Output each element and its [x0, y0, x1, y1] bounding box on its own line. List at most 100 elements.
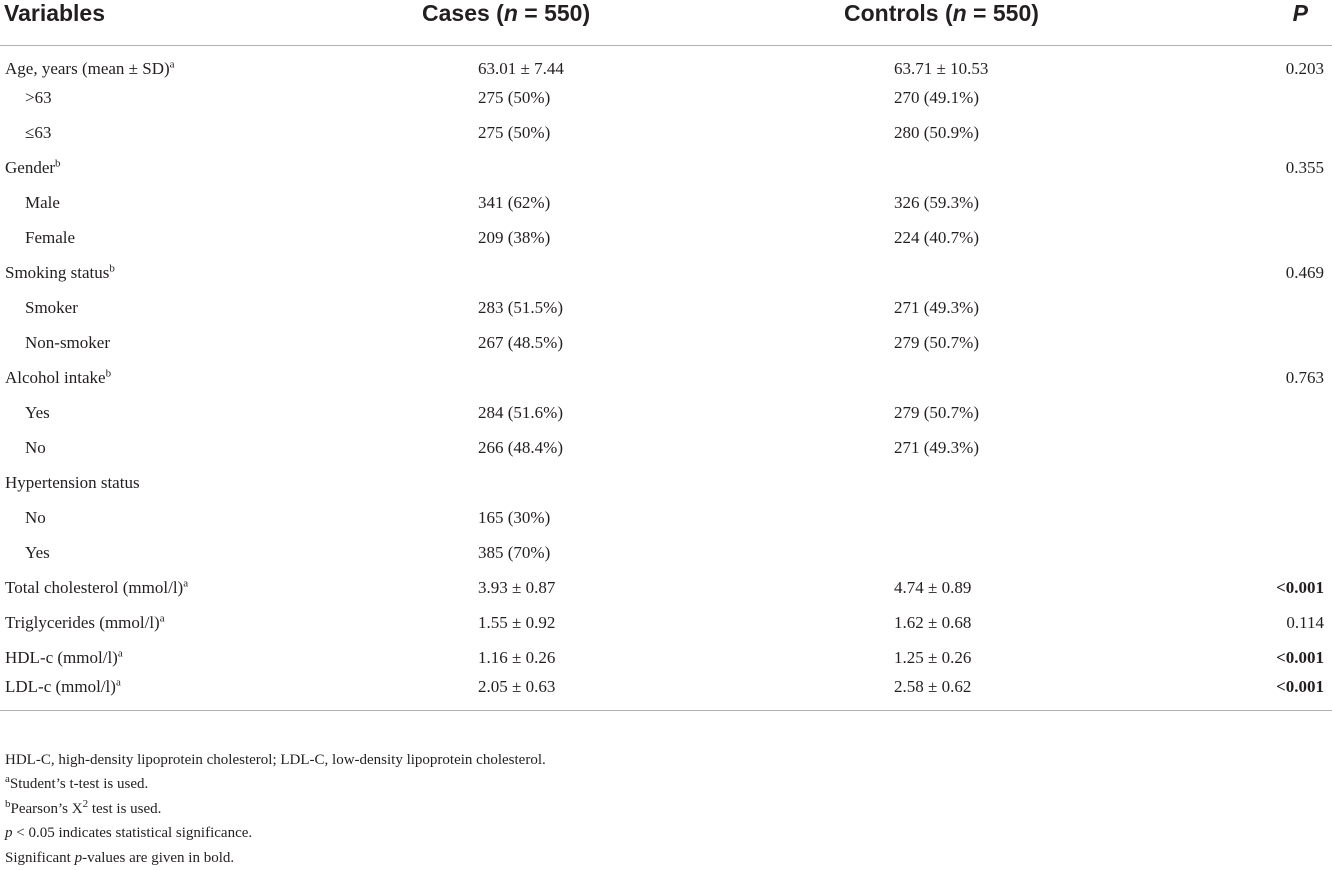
cell-cases: 3.93 ± 0.87 [478, 578, 556, 597]
footnote-marker: a [183, 577, 189, 590]
table-row: Triglycerides (mmol/l)a 1.55 ± 0.92 1.62 ±… [0, 606, 1332, 641]
footnote-marker: a [159, 612, 165, 625]
row-label: Alcohol intakeb [5, 367, 112, 387]
header-cases: Cases (n = 550) [422, 0, 591, 26]
cell-controls [670, 536, 1210, 571]
cell-p-value [1210, 396, 1332, 431]
cell-p-value: 0.114 [1286, 613, 1324, 632]
cell-p-value [1210, 466, 1332, 501]
cell-controls [670, 151, 1210, 186]
footnote-marker: a [169, 58, 175, 71]
cell-cases: 2.05 ± 0.63 [478, 676, 556, 696]
cell-cases: 341 (62%) [478, 193, 551, 212]
row-label: Smoker [25, 298, 78, 317]
row-label: Smoking statusb [5, 262, 115, 282]
table-row: No 266 (48.4%) 271 (49.3%) [0, 431, 1332, 466]
cell-cases [390, 256, 670, 291]
table-header: Variables Cases (n = 550) Controls (n = … [0, 0, 1332, 46]
table-row: Non-smoker 267 (48.5%) 279 (50.7%) [0, 326, 1332, 361]
cell-controls [670, 466, 1210, 501]
footnote-marker: a [115, 676, 121, 689]
cell-cases: 209 (38%) [478, 228, 551, 247]
table-row: Female 209 (38%) 224 (40.7%) [0, 221, 1332, 256]
cell-controls [670, 256, 1210, 291]
row-label: No [25, 508, 46, 527]
cell-controls: 1.25 ± 0.26 [894, 648, 972, 667]
footnote-bold-note: Significant p-values are given in bold. [5, 849, 235, 866]
row-label: Total cholesterol (mmol/l)a [5, 577, 189, 597]
footnote-abbreviations: HDL-C, high-density lipoprotein choleste… [5, 752, 546, 768]
cell-cases: 266 (48.4%) [478, 438, 563, 457]
cell-p-value [1210, 81, 1332, 116]
table-row: HDL-c (mmol/l)a 1.16 ± 0.26 1.25 ± 0.26 <0.… [0, 641, 1332, 676]
table-row: Smoker 283 (51.5%) 271 (49.3%) [0, 291, 1332, 326]
cell-p-value [1210, 536, 1332, 571]
cell-p-value: 0.355 [1285, 158, 1324, 177]
cell-p-value [1210, 326, 1332, 361]
row-label: Non-smoker [25, 333, 110, 352]
row-label: Female [25, 228, 76, 247]
data-table: Variables Cases (n = 550) Controls (n = … [0, 0, 1332, 711]
cell-controls: 271 (49.3%) [894, 438, 979, 457]
cell-cases: 284 (51.6%) [478, 403, 563, 422]
table-row: ≤63 275 (50%) 280 (50.9%) [0, 116, 1332, 151]
row-label: Age, years (mean ± SD)a [5, 58, 175, 79]
header-variables: Variables [4, 0, 106, 26]
cell-controls: 2.58 ± 0.62 [894, 676, 972, 696]
cell-p-value [1210, 291, 1332, 326]
footnote-marker: b [109, 262, 115, 275]
row-label: Genderb [5, 157, 61, 177]
cell-cases: 275 (50%) [478, 88, 551, 107]
table-row: >63 275 (50%) 270 (49.1%) [0, 81, 1332, 116]
footnote-marker: b [105, 367, 112, 380]
row-label: ≤63 [25, 123, 52, 142]
row-label: Male [25, 193, 60, 212]
cell-controls [670, 501, 1210, 536]
footnote-b: bPearson’s X2 test is used. [5, 797, 162, 817]
cell-p-value [1210, 501, 1332, 536]
header-p-value: P [1292, 0, 1308, 26]
header-row: Variables Cases (n = 550) Controls (n = … [0, 0, 1332, 46]
footnote-marker: b [55, 157, 61, 170]
cell-p-value: 0.763 [1285, 368, 1324, 387]
cell-cases: 1.55 ± 0.92 [478, 613, 556, 632]
table-row: Yes 284 (51.6%) 279 (50.7%) [0, 396, 1332, 431]
cell-controls [670, 361, 1210, 396]
table-row: Smoking statusb 0.469 [0, 256, 1332, 291]
cell-controls: 224 (40.7%) [894, 228, 979, 247]
header-controls: Controls (n = 550) [844, 0, 1039, 26]
table-row: Yes 385 (70%) [0, 536, 1332, 571]
cell-controls: 279 (50.7%) [894, 403, 979, 422]
row-label: HDL-c (mmol/l)a [5, 647, 123, 667]
table-row: No 165 (30%) [0, 501, 1332, 536]
cell-cases: 1.16 ± 0.26 [478, 648, 556, 667]
cell-cases: 165 (30%) [478, 508, 551, 527]
cell-cases: 283 (51.5%) [478, 298, 563, 317]
cell-p-value: 0.469 [1285, 263, 1324, 282]
footnote-significance: p < 0.05 indicates statistical significa… [5, 825, 253, 842]
row-label: LDL-c (mmol/l)a [5, 676, 121, 696]
cell-cases [390, 361, 670, 396]
cell-p-value [1210, 116, 1332, 151]
cell-controls: 4.74 ± 0.89 [894, 578, 972, 597]
cell-p-value [1210, 431, 1332, 466]
footnote-a: aStudent’s t-test is used. [5, 773, 149, 793]
table-row: LDL-c (mmol/l)a 2.05 ± 0.63 2.58 ± 0.62 <0.… [0, 676, 1332, 711]
table-row: Hypertension status [0, 466, 1332, 501]
cell-p-value: 0.203 [1285, 59, 1324, 79]
row-label: Hypertension status [5, 473, 140, 492]
row-label: No [25, 438, 46, 457]
row-label: Triglycerides (mmol/l)a [5, 612, 165, 632]
cell-cases: 275 (50%) [478, 123, 551, 142]
cell-p-value: <0.001 [1276, 578, 1324, 597]
cell-controls: 326 (59.3%) [894, 193, 979, 212]
cell-cases: 385 (70%) [478, 543, 551, 562]
row-label: Yes [25, 543, 50, 562]
cell-controls: 279 (50.7%) [894, 333, 979, 352]
cell-cases [390, 151, 670, 186]
cell-p-value: <0.001 [1276, 676, 1324, 696]
table-body: Age, years (mean ± SD)a 63.01 ± 7.44 63.71… [0, 46, 1332, 711]
cell-controls: 271 (49.3%) [894, 298, 979, 317]
table-row: Age, years (mean ± SD)a 63.01 ± 7.44 63.71… [0, 46, 1332, 81]
cell-cases: 63.01 ± 7.44 [478, 59, 564, 79]
